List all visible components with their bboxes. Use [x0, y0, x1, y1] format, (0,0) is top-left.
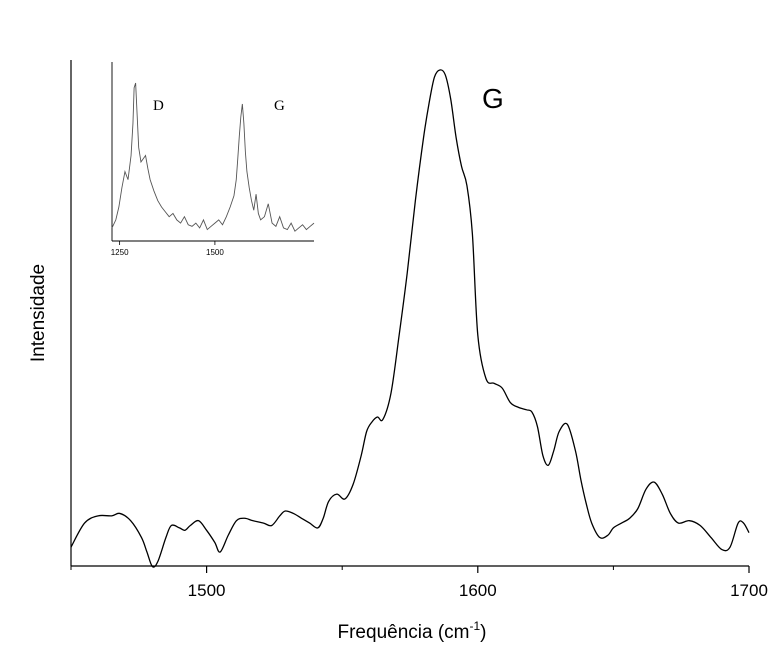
- inset-x-ticks: 1250 1500: [111, 241, 224, 257]
- x-tick-label: 1500: [188, 581, 226, 600]
- inset-label-g: G: [274, 98, 285, 114]
- x-tick-label: 1600: [459, 581, 497, 600]
- inset-x-tick-label: 1250: [111, 248, 129, 257]
- x-axis-label: Frequência (cm-1): [338, 619, 487, 643]
- x-axis-label-superscript: -1: [470, 619, 481, 633]
- peak-label-g: G: [482, 83, 504, 114]
- x-ticks: 1500 1600 1700: [70, 566, 768, 600]
- inset-chart: 1250 1500 D G: [111, 62, 315, 257]
- x-axis-label-text: Frequência (cm: [338, 622, 470, 643]
- inset-label-d: D: [153, 98, 164, 114]
- spectrum-line: [70, 69, 750, 568]
- x-axis-label-close: ): [480, 622, 486, 643]
- inset-spectrum-line: [111, 82, 315, 232]
- inset-x-tick-label: 1500: [206, 248, 224, 257]
- y-axis-label: Intensidade: [28, 264, 49, 362]
- x-tick-label: 1700: [730, 581, 768, 600]
